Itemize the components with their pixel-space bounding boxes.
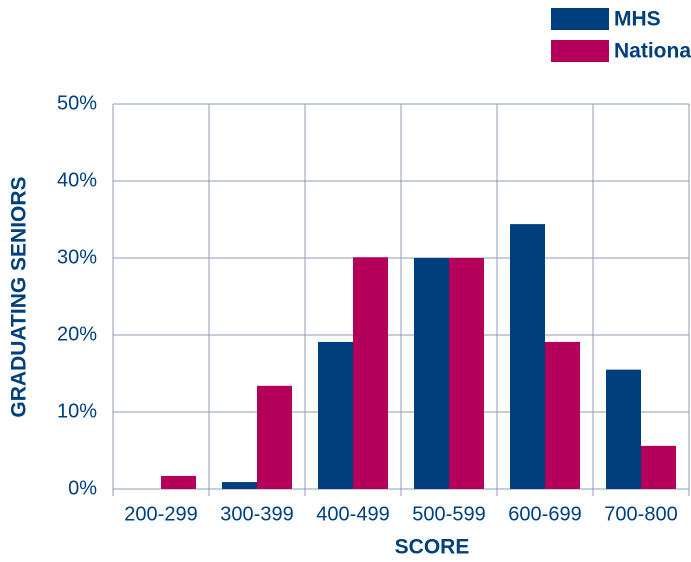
y-tick-label: 0%: [68, 477, 97, 499]
legend-swatch: [551, 40, 609, 62]
legend-label: National: [614, 40, 691, 63]
x-tick-label: 700-800: [604, 503, 677, 525]
bar: [257, 385, 292, 489]
bar: [510, 224, 545, 489]
legend-label: MHS: [614, 8, 661, 31]
bar: [353, 257, 388, 489]
y-tick-label: 30%: [57, 246, 97, 268]
y-tick-label: 50%: [57, 92, 97, 114]
x-tick-label: 600-699: [508, 503, 581, 525]
bar: [449, 258, 484, 489]
bar: [318, 341, 353, 489]
bar: [222, 482, 257, 489]
y-tick-label: 20%: [57, 323, 97, 345]
bar: [161, 475, 196, 489]
y-tick-label: 10%: [57, 400, 97, 422]
x-tick-label: 400-499: [316, 503, 389, 525]
x-tick-label: 500-599: [412, 503, 485, 525]
bar: [606, 369, 641, 489]
x-axis-title: SCORE: [395, 536, 470, 559]
y-axis-title: GRADUATING SENIORS: [8, 176, 31, 417]
x-tick-label: 300-399: [220, 503, 293, 525]
bar: [545, 341, 580, 489]
bar: [414, 258, 449, 489]
y-tick-label: 40%: [57, 169, 97, 191]
legend-swatch: [551, 8, 609, 30]
bar: [641, 445, 676, 489]
x-tick-label: 200-299: [124, 503, 197, 525]
